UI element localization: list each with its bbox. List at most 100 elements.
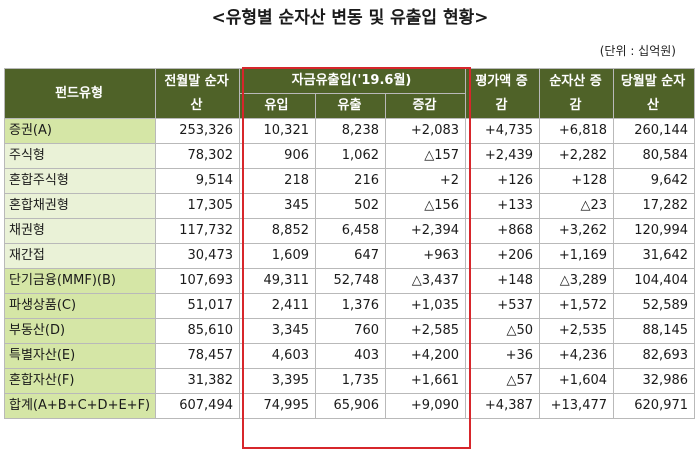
cell-value: 906 [239,143,316,169]
cell-value: +2,585 [384,318,467,344]
cell-value: +4,735 [465,118,541,144]
row-label: 채권형 [4,218,156,244]
page-title: <유형별 순자산 변동 및 유출입 현황> [211,8,489,28]
cell-value: +4,200 [384,343,467,369]
row-label: 재간접 [4,243,156,269]
cell-value: 3,345 [239,318,316,344]
header-outflow: 유출 [315,93,386,119]
cell-value: +133 [465,193,541,219]
table-row: 파생상품(C) 51,017 2,411 1,376 +1,035 +537 +1,572 5… [4,293,696,319]
header-valuation-change: 평가액 증감 [465,68,541,119]
cell-value: 78,302 [155,143,240,169]
header-flow-group: 자금유출입('19.6월) [238,68,467,94]
cell-value: 1,376 [315,293,386,319]
cell-value: △23 [539,193,615,219]
row-label: 부동산(D) [4,318,156,344]
cell-value: +2,535 [539,318,615,344]
table-row: 채권형 117,732 8,852 6,458 +2,394 +868 +3,262 120,… [4,218,696,244]
cell-value: 218 [239,168,316,194]
table-row: 합계(A+B+C+D+E+F) 607,494 74,995 65,906 +9,090… [4,393,696,419]
row-label: 주식형 [4,143,156,169]
cell-value: 80,584 [613,143,696,169]
cell-value: 6,458 [315,218,386,244]
unit-note: (단위 : 십억원) [599,44,676,58]
cell-value: 17,282 [613,193,696,219]
cell-value: △57 [465,368,541,394]
cell-value: +1,572 [539,293,615,319]
cell-value: △157 [384,143,467,169]
cell-value: +128 [539,168,615,194]
cell-value: 31,642 [613,243,696,269]
cell-value: 260,144 [613,118,696,144]
cell-value: 8,238 [315,118,386,144]
cell-value: 9,642 [613,168,696,194]
row-label: 합계(A+B+C+D+E+F) [4,393,156,419]
cell-value: 85,610 [155,318,240,344]
cell-value: +13,477 [539,393,615,419]
header-inflow: 유입 [239,93,316,119]
cell-value: 52,748 [315,268,386,294]
cell-value: 120,994 [613,218,696,244]
row-label: 혼합주식형 [4,168,156,194]
row-label: 특별자산(E) [4,343,156,369]
header-fund-type: 펀드유형 [4,68,156,119]
cell-value: 74,995 [239,393,316,419]
cell-value: 8,852 [239,218,316,244]
cell-value: +36 [465,343,541,369]
cell-value: +1,035 [384,293,467,319]
header-month-end-nav: 당월말 순자산 [613,68,696,119]
cell-value: 760 [315,318,386,344]
cell-value: 403 [315,343,386,369]
cell-value: 502 [315,193,386,219]
cell-value: 2,411 [239,293,316,319]
fund-flow-table: 펀드유형 전월말 순자산 자금유출입('19.6월) 평가액 증감 순자산 증감… [4,68,696,419]
table-row: 증권(A) 253,326 10,321 8,238 +2,083 +4,735 +6,81… [4,118,696,144]
table-row: 부동산(D) 85,610 3,345 760 +2,585 △50 +2,535 88,14… [4,318,696,344]
cell-value: +537 [465,293,541,319]
cell-value: △3,437 [384,268,467,294]
row-label: 파생상품(C) [4,293,156,319]
cell-value: +126 [465,168,541,194]
cell-value: 647 [315,243,386,269]
cell-value: 1,062 [315,143,386,169]
header-row-1: 펀드유형 전월말 순자산 자금유출입('19.6월) 평가액 증감 순자산 증감… [4,68,696,119]
table-row: 단기금융(MMF)(B) 107,693 49,311 52,748 △3,437 +14… [4,268,696,294]
cell-value: 9,514 [155,168,240,194]
cell-value: 31,382 [155,368,240,394]
row-label: 단기금융(MMF)(B) [4,268,156,294]
cell-value: △156 [384,193,467,219]
cell-value: 10,321 [239,118,316,144]
cell-value: 17,305 [155,193,240,219]
cell-value: 345 [239,193,316,219]
cell-value: 65,906 [315,393,386,419]
cell-value: △50 [465,318,541,344]
cell-value: +148 [465,268,541,294]
cell-value: +2 [384,168,467,194]
table-row: 혼합자산(F) 31,382 3,395 1,735 +1,661 △57 +1,604 32… [4,368,696,394]
cell-value: +6,818 [539,118,615,144]
cell-value: +868 [465,218,541,244]
cell-value: +2,282 [539,143,615,169]
cell-value: +4,236 [539,343,615,369]
cell-value: 1,609 [239,243,316,269]
cell-value: 107,693 [155,268,240,294]
cell-value: 88,145 [613,318,696,344]
cell-value: +3,262 [539,218,615,244]
cell-value: 620,971 [613,393,696,419]
cell-value: +963 [384,243,467,269]
cell-value: +9,090 [384,393,467,419]
cell-value: +1,604 [539,368,615,394]
table-row: 재간접 30,473 1,609 647 +963 +206 +1,169 31,642 [4,243,696,269]
cell-value: 52,589 [613,293,696,319]
cell-value: 82,693 [613,343,696,369]
cell-value: 51,017 [155,293,240,319]
cell-value: 78,457 [155,343,240,369]
cell-value: 1,735 [315,368,386,394]
cell-value: +1,661 [384,368,467,394]
row-label: 혼합자산(F) [4,368,156,394]
cell-value: +4,387 [465,393,541,419]
cell-value: +2,394 [384,218,467,244]
cell-value: 49,311 [239,268,316,294]
table-row: 혼합주식형 9,514 218 216 +2 +126 +128 9,642 [4,168,696,194]
cell-value: 4,603 [239,343,316,369]
